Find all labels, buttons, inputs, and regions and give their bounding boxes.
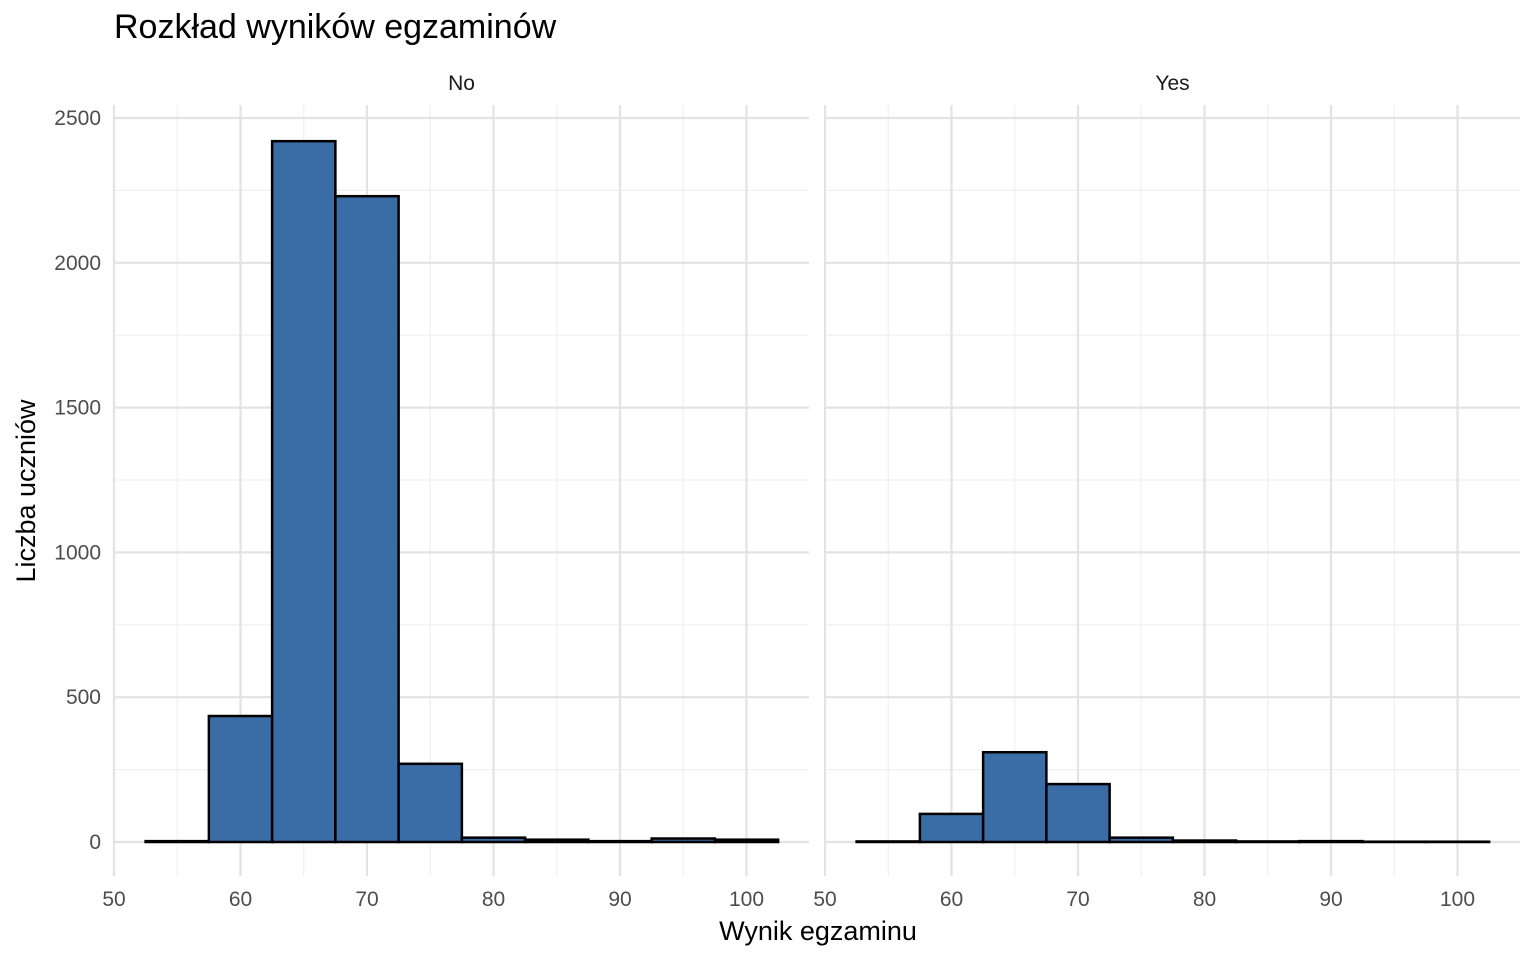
y-tick-label: 500 [66, 686, 101, 709]
y-tick-label: 2000 [54, 252, 101, 275]
x-tick-label: 50 [813, 888, 836, 911]
histogram-bar [1298, 839, 1364, 844]
histogram-bar [713, 838, 780, 844]
facet-strip-label: Yes [1155, 72, 1189, 95]
x-tick-label: 60 [229, 888, 252, 911]
x-tick-label: 70 [1066, 888, 1089, 911]
x-tick-label: 90 [608, 888, 631, 911]
histogram-bar [334, 194, 400, 844]
x-tick-label: 60 [940, 888, 963, 911]
histogram-bar [207, 714, 274, 844]
histogram-bar [918, 812, 985, 844]
histogram-bar [1108, 836, 1175, 844]
facet-strip-label: No [448, 72, 475, 95]
histogram-bar [523, 838, 590, 844]
x-tick-label: 70 [355, 888, 378, 911]
y-tick-label: 1000 [54, 541, 101, 564]
histogram-bar [587, 839, 653, 844]
y-tick-label: 0 [89, 831, 101, 854]
histogram-bar [144, 839, 211, 844]
y-tick-label: 1500 [54, 397, 101, 420]
x-tick-label: 100 [729, 888, 764, 911]
y-tick-label: 2500 [54, 107, 101, 130]
histogram-bar [397, 762, 464, 844]
histogram-bar [1045, 782, 1111, 844]
x-axis-label: Wynik egzaminu [719, 916, 917, 946]
x-tick-label: 100 [1440, 888, 1475, 911]
x-tick-label: 90 [1319, 888, 1342, 911]
chart-title: Rozkład wyników egzaminów [114, 8, 557, 46]
histogram-bar [1234, 840, 1301, 844]
y-axis-label: Liczba uczniów [11, 399, 41, 583]
x-tick-label: 80 [1193, 888, 1216, 911]
histogram-bar [1171, 839, 1238, 844]
histogram-bar [855, 840, 922, 844]
histogram-bar [270, 139, 337, 844]
x-tick-label: 50 [102, 888, 125, 911]
histogram-bar [460, 836, 527, 844]
facet-panel-yes: Yes 50 60 70 80 90 100 [813, 72, 1520, 911]
x-tick-label: 80 [482, 888, 505, 911]
histogram-bar [650, 837, 717, 844]
histogram-bar [981, 750, 1048, 844]
